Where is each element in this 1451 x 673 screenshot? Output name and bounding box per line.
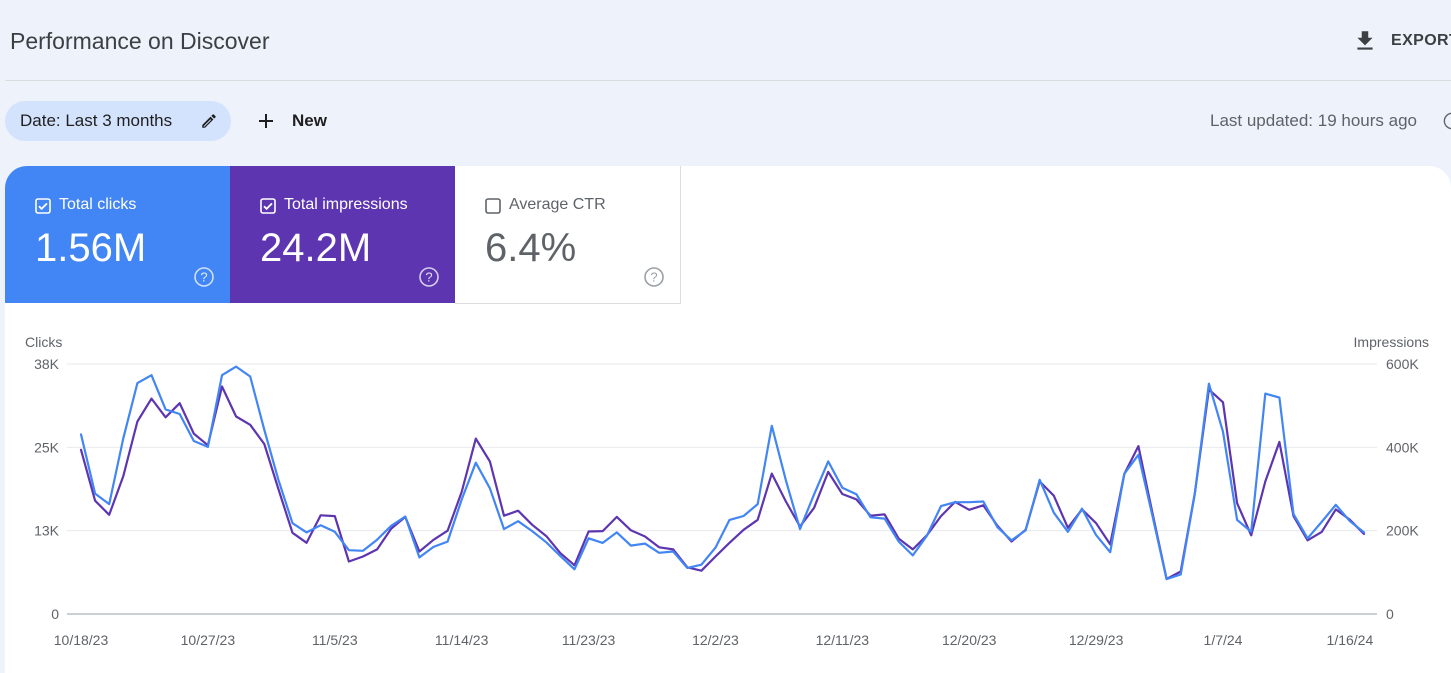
series-line-clicks (79, 365, 1366, 581)
date-filter-chip[interactable]: Date: Last 3 months (5, 101, 231, 141)
filter-bar: Date: Last 3 months New Last updated: 19… (0, 100, 1451, 142)
date-chip-label: Date: Last 3 months (20, 111, 173, 130)
svg-text:?: ? (425, 270, 432, 285)
header-divider (5, 80, 1451, 81)
svg-text:?: ? (650, 270, 657, 285)
new-filter-button[interactable]: New (254, 101, 327, 141)
page-title: Performance on Discover (10, 28, 270, 54)
help-icon[interactable]: ? (643, 266, 665, 288)
y-left-tick-label: 25K (34, 439, 60, 455)
help-icon[interactable]: ? (418, 266, 440, 288)
header: Performance on Discover EXPORT (0, 0, 1451, 80)
metric-value-clicks: 1.56M (35, 226, 147, 270)
export-label: EXPORT (1391, 32, 1451, 49)
x-tick-label: 10/27/23 (181, 632, 236, 648)
y-right-tick-label: 400K (1386, 439, 1419, 455)
x-tick-label: 11/5/23 (312, 632, 358, 648)
metric-card-clicks[interactable]: Total clicks 1.56M ? (5, 166, 230, 303)
metric-value-impressions: 24.2M (260, 226, 372, 270)
x-tick-label: 10/18/23 (54, 632, 109, 648)
checkbox-checked-icon[interactable] (35, 198, 51, 214)
download-icon (1357, 31, 1373, 50)
metric-card-ctr[interactable]: Average CTR 6.4% ? (455, 166, 681, 304)
y-left-tick-label: 38K (34, 356, 60, 372)
y-right-tick-label: 600K (1386, 356, 1419, 372)
y-right-axis-title: Impressions (1354, 334, 1429, 350)
metric-card-impressions[interactable]: Total impressions 24.2M ? (230, 166, 455, 303)
y-left-tick-label: 13K (34, 523, 60, 539)
x-tick-label: 1/7/24 (1204, 632, 1243, 648)
performance-chart[interactable]: Clicks Impressions 0 0 13K 200K 25K 400K 38K 60… (5, 166, 1451, 673)
y-right-tick-label: 200K (1386, 523, 1419, 539)
metric-label-ctr: Average CTR (509, 196, 606, 213)
export-button[interactable]: EXPORT (1352, 26, 1451, 56)
info-icon[interactable] (1443, 112, 1451, 130)
last-updated-text: Last updated: 19 hours ago (1210, 111, 1417, 130)
metric-label-impressions: Total impressions (284, 196, 408, 213)
x-tick-label: 1/16/24 (1327, 632, 1374, 648)
edit-pencil-icon[interactable] (200, 112, 218, 130)
series-line-impressions (79, 385, 1366, 581)
checkbox-unchecked-icon[interactable] (485, 198, 501, 214)
x-tick-label: 11/23/23 (562, 632, 616, 648)
x-tick-label: 12/2/23 (692, 632, 739, 648)
y-left-axis-title: Clicks (25, 334, 62, 350)
x-tick-label: 12/20/23 (942, 632, 997, 648)
svg-text:?: ? (200, 270, 207, 285)
x-tick-label: 11/14/23 (435, 632, 489, 648)
metric-value-ctr: 6.4% (485, 226, 577, 270)
new-label: New (292, 111, 327, 130)
y-right-tick-label: 0 (1386, 606, 1394, 622)
performance-card: Total clicks 1.56M ? Total impressions 2… (5, 166, 1451, 673)
y-left-tick-label: 0 (51, 606, 59, 622)
metric-label-clicks: Total clicks (59, 196, 137, 213)
checkbox-checked-icon[interactable] (260, 198, 276, 214)
x-tick-label: 12/11/23 (816, 632, 870, 648)
plus-icon (259, 114, 273, 128)
help-icon[interactable]: ? (193, 266, 215, 288)
x-tick-label: 12/29/23 (1069, 632, 1124, 648)
